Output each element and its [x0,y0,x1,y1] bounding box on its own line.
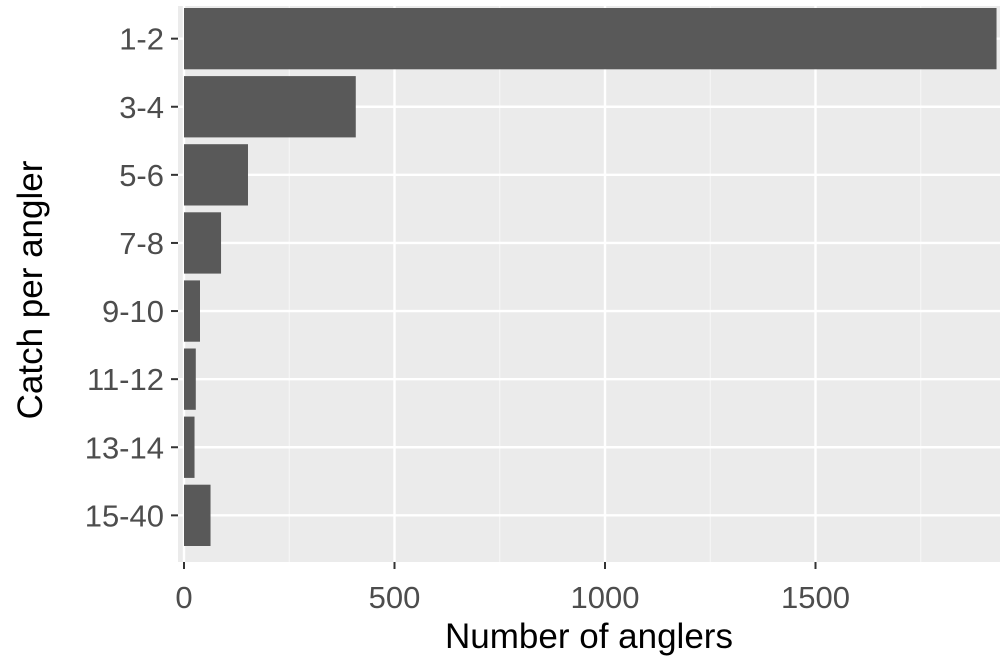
bar-7-8 [184,212,222,274]
y-axis-title: Catch per angler [11,160,50,419]
y-tick-label: 1-2 [119,22,164,57]
x-tick-label: 1500 [781,580,850,615]
bar-15-40 [184,484,211,546]
y-axis: 1-2 3-4 5-6 7-8 9-10 11-12 13-14 15-40 [85,22,178,533]
x-tick-label: 1000 [571,580,640,615]
y-tick-label: 9-10 [102,294,164,329]
x-axis-title: Number of anglers [445,617,733,656]
bar-13-14 [184,416,195,478]
bar-11-12 [184,348,196,410]
y-tick-label: 3-4 [119,90,164,125]
bar-5-6 [184,144,248,206]
x-axis: 0 500 1000 1500 [175,562,850,615]
x-tick-label: 500 [369,580,421,615]
x-tick-label: 0 [175,580,192,615]
bars [184,8,997,546]
y-tick-label: 11-12 [87,362,164,397]
y-tick-label: 13-14 [85,430,164,465]
y-tick-label: 5-6 [119,158,164,193]
y-tick-label: 15-40 [85,498,164,533]
y-tick-label: 7-8 [119,226,164,261]
bar-1-2 [184,8,997,70]
bar-3-4 [184,76,356,138]
bar-9-10 [184,280,200,342]
